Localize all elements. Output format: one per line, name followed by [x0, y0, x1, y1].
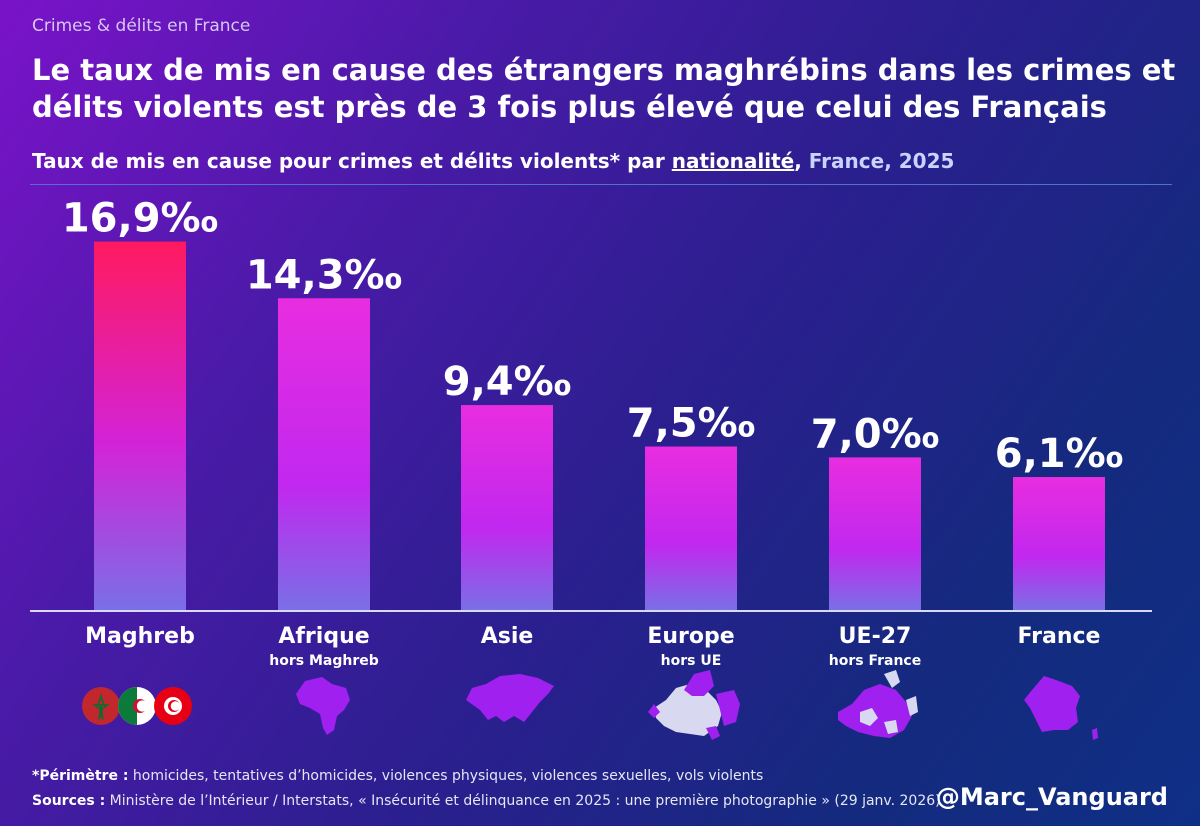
headline: Le taux de mis en cause des étrangers ma… [32, 53, 1176, 124]
bar-afrique [278, 298, 370, 610]
flags-maghreb-icon [82, 687, 192, 725]
footnote-perimetre: *Périmètre : homicides, tentatives d’hom… [32, 768, 763, 784]
category-label-europe: Europe [647, 624, 734, 649]
perimetre-text: homicides, tentatives d’homicides, viole… [128, 768, 764, 784]
bar-ue-27 [829, 457, 921, 610]
chart-subtitle: Taux de mis en cause pour crimes et déli… [32, 149, 954, 173]
europe-map-icon [648, 670, 740, 740]
subtitle-part3: France, 2025 [801, 149, 955, 173]
x-axis-baseline [30, 610, 1152, 612]
title-rule [30, 184, 1172, 185]
sources-label: Sources : [32, 793, 106, 809]
value-label-france: 6,1‰ [995, 431, 1123, 477]
bar-europe [645, 446, 737, 610]
category-label-france: France [1018, 624, 1101, 649]
author-handle: @Marc_Vanguard [935, 783, 1168, 811]
africa-map-icon [296, 677, 350, 735]
kicker: Crimes & délits en France [32, 16, 251, 36]
footnote-sources: Sources : Ministère de l’Intérieur / Int… [32, 793, 941, 809]
value-label-europe: 7,5‰ [627, 401, 755, 447]
category-sublabel-ue-27: hors France [829, 653, 921, 669]
category-label-ue-27: UE-27 [839, 624, 912, 649]
corsica-map-icon [1092, 728, 1098, 740]
category-label-maghreb: Maghreb [85, 624, 195, 649]
value-label-asie: 9,4‰ [443, 359, 571, 405]
bar-maghreb [94, 241, 186, 610]
subtitle-underlined: nationalité [671, 149, 795, 173]
eu27-map-icon [838, 670, 918, 738]
sources-text: Ministère de l’Intérieur / Interstats, «… [105, 793, 941, 809]
category-sublabel-afrique: hors Maghreb [269, 653, 378, 669]
bar-asie [461, 405, 553, 610]
subtitle-part2: , [794, 149, 802, 173]
category-label-asie: Asie [481, 624, 534, 649]
category-sublabel-europe: hors UE [661, 653, 722, 669]
value-label-ue-27: 7,0‰ [811, 411, 939, 457]
category-label-afrique: Afrique [278, 624, 369, 649]
asia-map-icon [466, 674, 554, 722]
value-label-maghreb: 16,9‰ [62, 196, 218, 242]
france-map-icon [1024, 676, 1080, 732]
bar-france [1013, 477, 1105, 610]
subtitle-part1: Taux de mis en cause pour crimes et déli… [32, 149, 672, 173]
perimetre-label: *Périmètre : [32, 768, 129, 784]
value-label-afrique: 14,3‰ [246, 252, 402, 298]
